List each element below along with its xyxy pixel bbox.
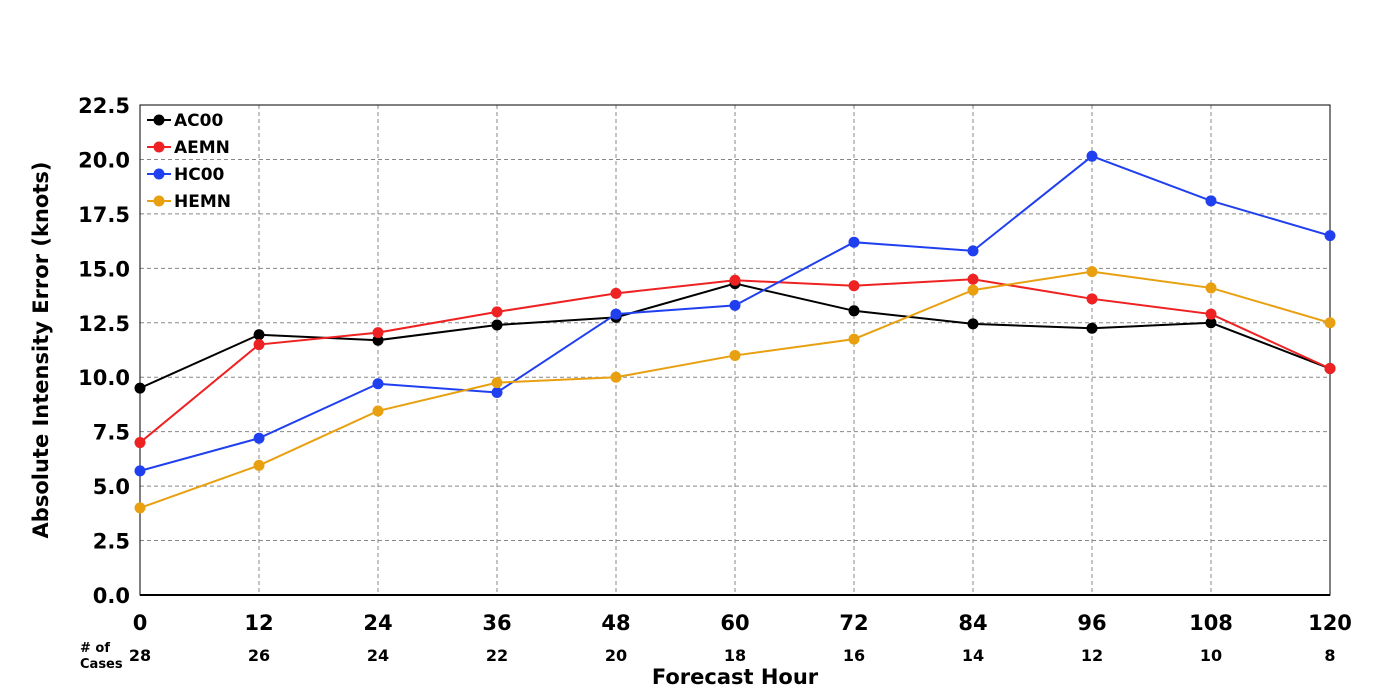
data-point (134, 437, 146, 449)
series-hc00 (134, 150, 1336, 477)
data-point (1205, 195, 1217, 207)
data-point (491, 377, 503, 389)
legend-item-aemn: AEMN (147, 138, 230, 158)
data-point (729, 299, 741, 311)
y-tick-label: 10.0 (78, 366, 130, 390)
data-point (848, 305, 860, 317)
data-point (372, 378, 384, 390)
data-point (967, 318, 979, 330)
data-point (967, 245, 979, 257)
data-point (253, 459, 265, 471)
data-point (253, 339, 265, 351)
data-point (1324, 230, 1336, 242)
data-point (1086, 266, 1098, 278)
data-point (372, 405, 384, 417)
data-point (491, 319, 503, 331)
num-cases-value: 28 (129, 646, 151, 665)
series-group (134, 150, 1336, 514)
x-tick-label: 48 (601, 611, 630, 635)
num-cases-value: 22 (486, 646, 508, 665)
y-tick-labels: 0.0 2.5 5.0 7.5 10.0 12.5 15.0 17.5 20.0 22.5 (78, 94, 130, 608)
legend-label: AEMN (174, 138, 230, 158)
num-cases-value: 16 (843, 646, 865, 665)
data-point (610, 287, 622, 299)
data-point (253, 329, 265, 341)
y-tick-label: 22.5 (78, 94, 130, 118)
x-tick-label: 12 (244, 611, 273, 635)
legend-label: HEMN (174, 192, 231, 212)
data-point (1324, 363, 1336, 375)
num-cases-value: 14 (962, 646, 984, 665)
data-point (610, 308, 622, 320)
x-tick-label: 36 (482, 611, 511, 635)
legend-item-ac00: AC00 (147, 111, 223, 131)
data-point (1205, 317, 1217, 329)
data-point (1086, 293, 1098, 305)
y-axis-title: Absolute Intensity Error (knots) (29, 162, 53, 539)
legend-label: HC00 (174, 165, 225, 185)
legend-swatch-marker (153, 168, 165, 180)
data-point (491, 386, 503, 398)
data-point (372, 334, 384, 346)
y-tick-label: 17.5 (78, 203, 130, 227)
num-cases-row: 28 26 24 22 20 18 16 14 12 10 8 (129, 646, 1336, 665)
data-point (1205, 282, 1217, 294)
data-point (253, 432, 265, 444)
x-tick-label: 120 (1308, 611, 1352, 635)
data-point (134, 465, 146, 477)
data-point (848, 236, 860, 248)
data-point (1205, 308, 1217, 320)
y-tick-label: 5.0 (93, 475, 130, 499)
num-cases-value: 18 (724, 646, 746, 665)
num-cases-value: 10 (1200, 646, 1222, 665)
data-point (610, 371, 622, 383)
data-point (134, 502, 146, 514)
data-point (372, 327, 384, 339)
series-hemn (134, 266, 1336, 514)
data-point (967, 284, 979, 296)
cases-label-line1: # of (80, 641, 110, 656)
x-tick-label: 72 (839, 611, 868, 635)
y-tick-label: 0.0 (93, 584, 130, 608)
data-point (491, 306, 503, 318)
num-cases-value: 8 (1324, 646, 1335, 665)
data-point (729, 349, 741, 361)
x-tick-label: 84 (958, 611, 987, 635)
x-tick-label: 0 (133, 611, 148, 635)
y-tick-label: 12.5 (78, 312, 130, 336)
cases-label-line2: Cases (80, 657, 123, 672)
x-tick-label: 108 (1189, 611, 1233, 635)
x-tick-labels: 0 12 24 36 48 60 72 84 96 108 120 (133, 611, 1352, 635)
num-cases-value: 26 (248, 646, 270, 665)
legend-item-hc00: HC00 (147, 165, 225, 185)
x-tick-label: 60 (720, 611, 749, 635)
data-point (729, 274, 741, 286)
data-point (967, 273, 979, 285)
y-tick-label: 7.5 (93, 421, 130, 445)
plot-area-frame (139, 104, 1331, 596)
series-aemn (134, 273, 1336, 449)
y-tick-label: 20.0 (78, 148, 130, 172)
x-axis-title: Forecast Hour (652, 665, 819, 689)
data-point (1324, 317, 1336, 329)
data-point (134, 382, 146, 394)
x-tick-label: 96 (1077, 611, 1106, 635)
x-tick-label: 24 (363, 611, 392, 635)
num-cases-value: 20 (605, 646, 627, 665)
legend-swatch-marker (153, 195, 165, 207)
y-tick-label: 2.5 (93, 530, 130, 554)
data-point (848, 280, 860, 292)
legend-item-hemn: HEMN (147, 192, 231, 212)
y-tick-label: 15.0 (78, 257, 130, 281)
num-cases-value: 24 (367, 646, 389, 665)
legend: AC00 AEMN HC00 HEMN (147, 111, 231, 212)
data-point (1086, 150, 1098, 162)
legend-swatch-marker (153, 114, 165, 126)
legend-swatch-marker (153, 141, 165, 153)
num-cases-value: 12 (1081, 646, 1103, 665)
legend-label: AC00 (174, 111, 223, 131)
data-point (1086, 322, 1098, 334)
data-point (848, 333, 860, 345)
